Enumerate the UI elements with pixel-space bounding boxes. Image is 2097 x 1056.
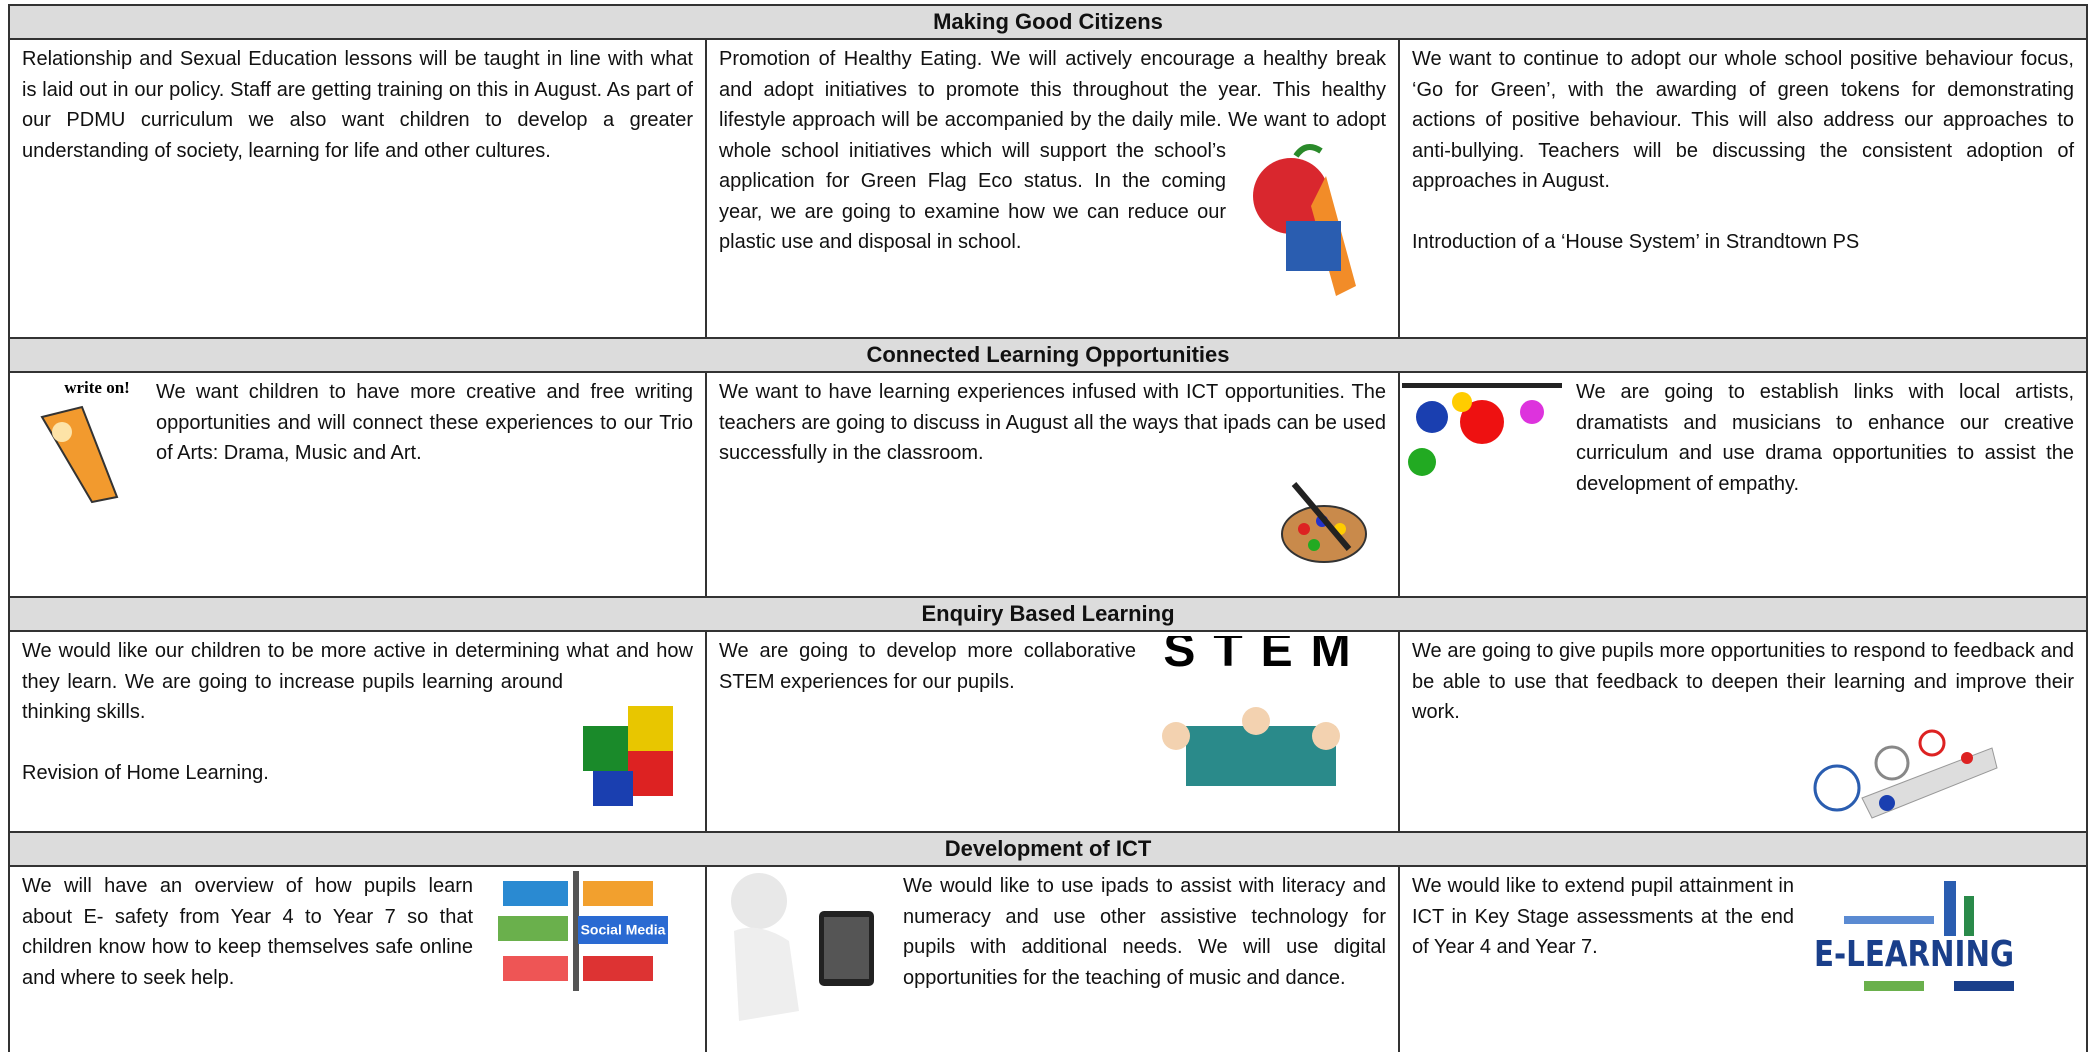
cell: We want to have learning experiences inf… [705,373,1398,596]
cell: E-LEARNING We would like to extend pupil… [1398,867,2086,1052]
image-label: STEM [1163,636,1368,677]
paragraph: We will have an overview of how pupils l… [22,875,473,989]
paragraph: We are going to give pupils more opportu… [1412,640,2074,723]
paragraph: Relationship and Sexual Education lesson… [22,48,693,162]
section-row: Relationship and Sexual Education lesson… [10,40,2086,337]
section-row: Social Media We will have an overview of… [10,867,2086,1052]
cell: Social Media We will have an overview of… [10,867,705,1052]
puzzle-image [583,706,673,806]
section-header: Connected Learning Opportunities [10,337,2086,373]
section-row: We would like our children to be more ac… [10,632,2086,831]
section-row: write on! We want children to have more … [10,373,2086,596]
paragraph: Revision of Home Learning. [22,761,269,784]
cell: STEM We are going to develop more collab… [705,632,1398,831]
lights-image [1402,383,1562,476]
cell: We would like our children to be more ac… [10,632,705,831]
palette-image [1281,481,1367,563]
image-label: E-LEARNING [1814,934,2014,975]
cell: Relationship and Sexual Education lesson… [10,40,705,337]
paragraph: Promotion of Healthy Eating. We will act… [719,48,1386,253]
image-label: Social Media [581,922,666,938]
cell: We are going to give pupils more opportu… [1398,632,2086,831]
paragraph: We want children to have more creative a… [156,381,693,464]
cell: write on! We want children to have more … [10,373,705,596]
elearning-image: E-LEARNING [1814,881,2014,991]
cell: Promotion of Healthy Eating. We will act… [705,40,1398,337]
cell: We would like to use ipads to assist wit… [705,867,1398,1052]
section-header: Development of ICT [10,831,2086,867]
fruit-image [1253,144,1356,296]
paragraph: Introduction of a ‘House System’ in Stra… [1412,230,1860,253]
social-image: Social Media [498,871,668,991]
cell: We want to continue to adopt our whole s… [1398,40,2086,337]
paragraph: We would like to extend pupil attainment… [1412,875,1794,958]
plan-table: Making Good Citizens Relationship and Se… [8,4,2088,1052]
image-label: write on! [64,378,130,397]
section-header: Making Good Citizens [10,4,2086,40]
paragraph: We are going to establish links with loc… [1576,381,2074,495]
section-header: Enquiry Based Learning [10,596,2086,632]
paragraph: We want to have learning experiences inf… [719,381,1386,464]
feedback-image [1813,729,1998,819]
tablet-image [731,873,874,1021]
paragraph: We would like our children to be more ac… [22,640,693,723]
paragraph: We want to continue to adopt our whole s… [1412,48,2074,192]
paragraph: We would like to use ipads to assist wit… [903,875,1386,989]
stem-image: STEM [1162,636,1368,786]
paragraph: We are going to develop more collaborati… [719,640,1136,693]
pencil-image: write on! [40,378,130,504]
cell: We are going to establish links with loc… [1398,373,2086,596]
